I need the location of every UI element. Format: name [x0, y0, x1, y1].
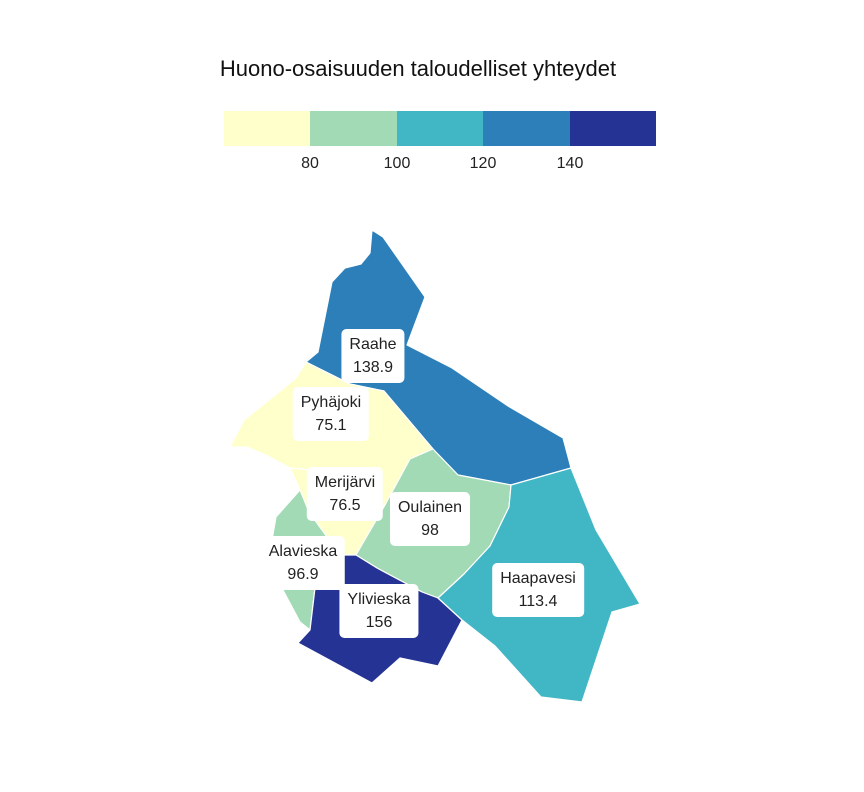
region-label-pyhajoki: Pyhäjoki 75.1	[292, 387, 370, 441]
legend-swatch-2	[310, 111, 397, 146]
region-value: 113.4	[518, 593, 558, 610]
region-label-ylivieska: Ylivieska 156	[339, 584, 419, 638]
legend-swatch-5	[569, 111, 657, 146]
region-label-oulainen: Oulainen 98	[389, 492, 471, 546]
region-value: 76.5	[329, 497, 361, 514]
region-value: 98	[421, 522, 439, 539]
legend-swatch-3	[396, 111, 484, 146]
legend-tick-140: 140	[556, 155, 584, 172]
legend-swatch-1	[224, 111, 311, 146]
region-name: Oulainen	[397, 499, 463, 516]
region-label-alavieska: Alavieska 96.9	[260, 536, 346, 590]
region-name: Pyhäjoki	[300, 394, 362, 411]
color-legend	[224, 111, 657, 146]
legend-tick-100: 100	[383, 155, 411, 172]
region-value: 75.1	[315, 417, 347, 434]
region-value: 156	[365, 614, 393, 631]
legend-tick-80: 80	[301, 155, 319, 172]
region-name: Raahe	[349, 336, 397, 353]
map-title: Huono-osaisuuden taloudelliset yhteydet	[219, 56, 617, 81]
legend-tick-120: 120	[469, 155, 497, 172]
region-name: Ylivieska	[347, 591, 411, 608]
region-name: Alavieska	[268, 543, 338, 560]
legend-swatch-4	[483, 111, 570, 146]
region-value: 96.9	[287, 566, 319, 583]
region-name: Haapavesi	[500, 570, 576, 587]
region-label-raahe: Raahe 138.9	[341, 329, 405, 383]
region-value: 138.9	[352, 359, 394, 376]
region-label-merijarvi: Merijärvi 76.5	[306, 467, 384, 521]
region-label-haapavesi: Haapavesi 113.4	[492, 563, 584, 617]
region-name: Merijärvi	[314, 474, 376, 491]
